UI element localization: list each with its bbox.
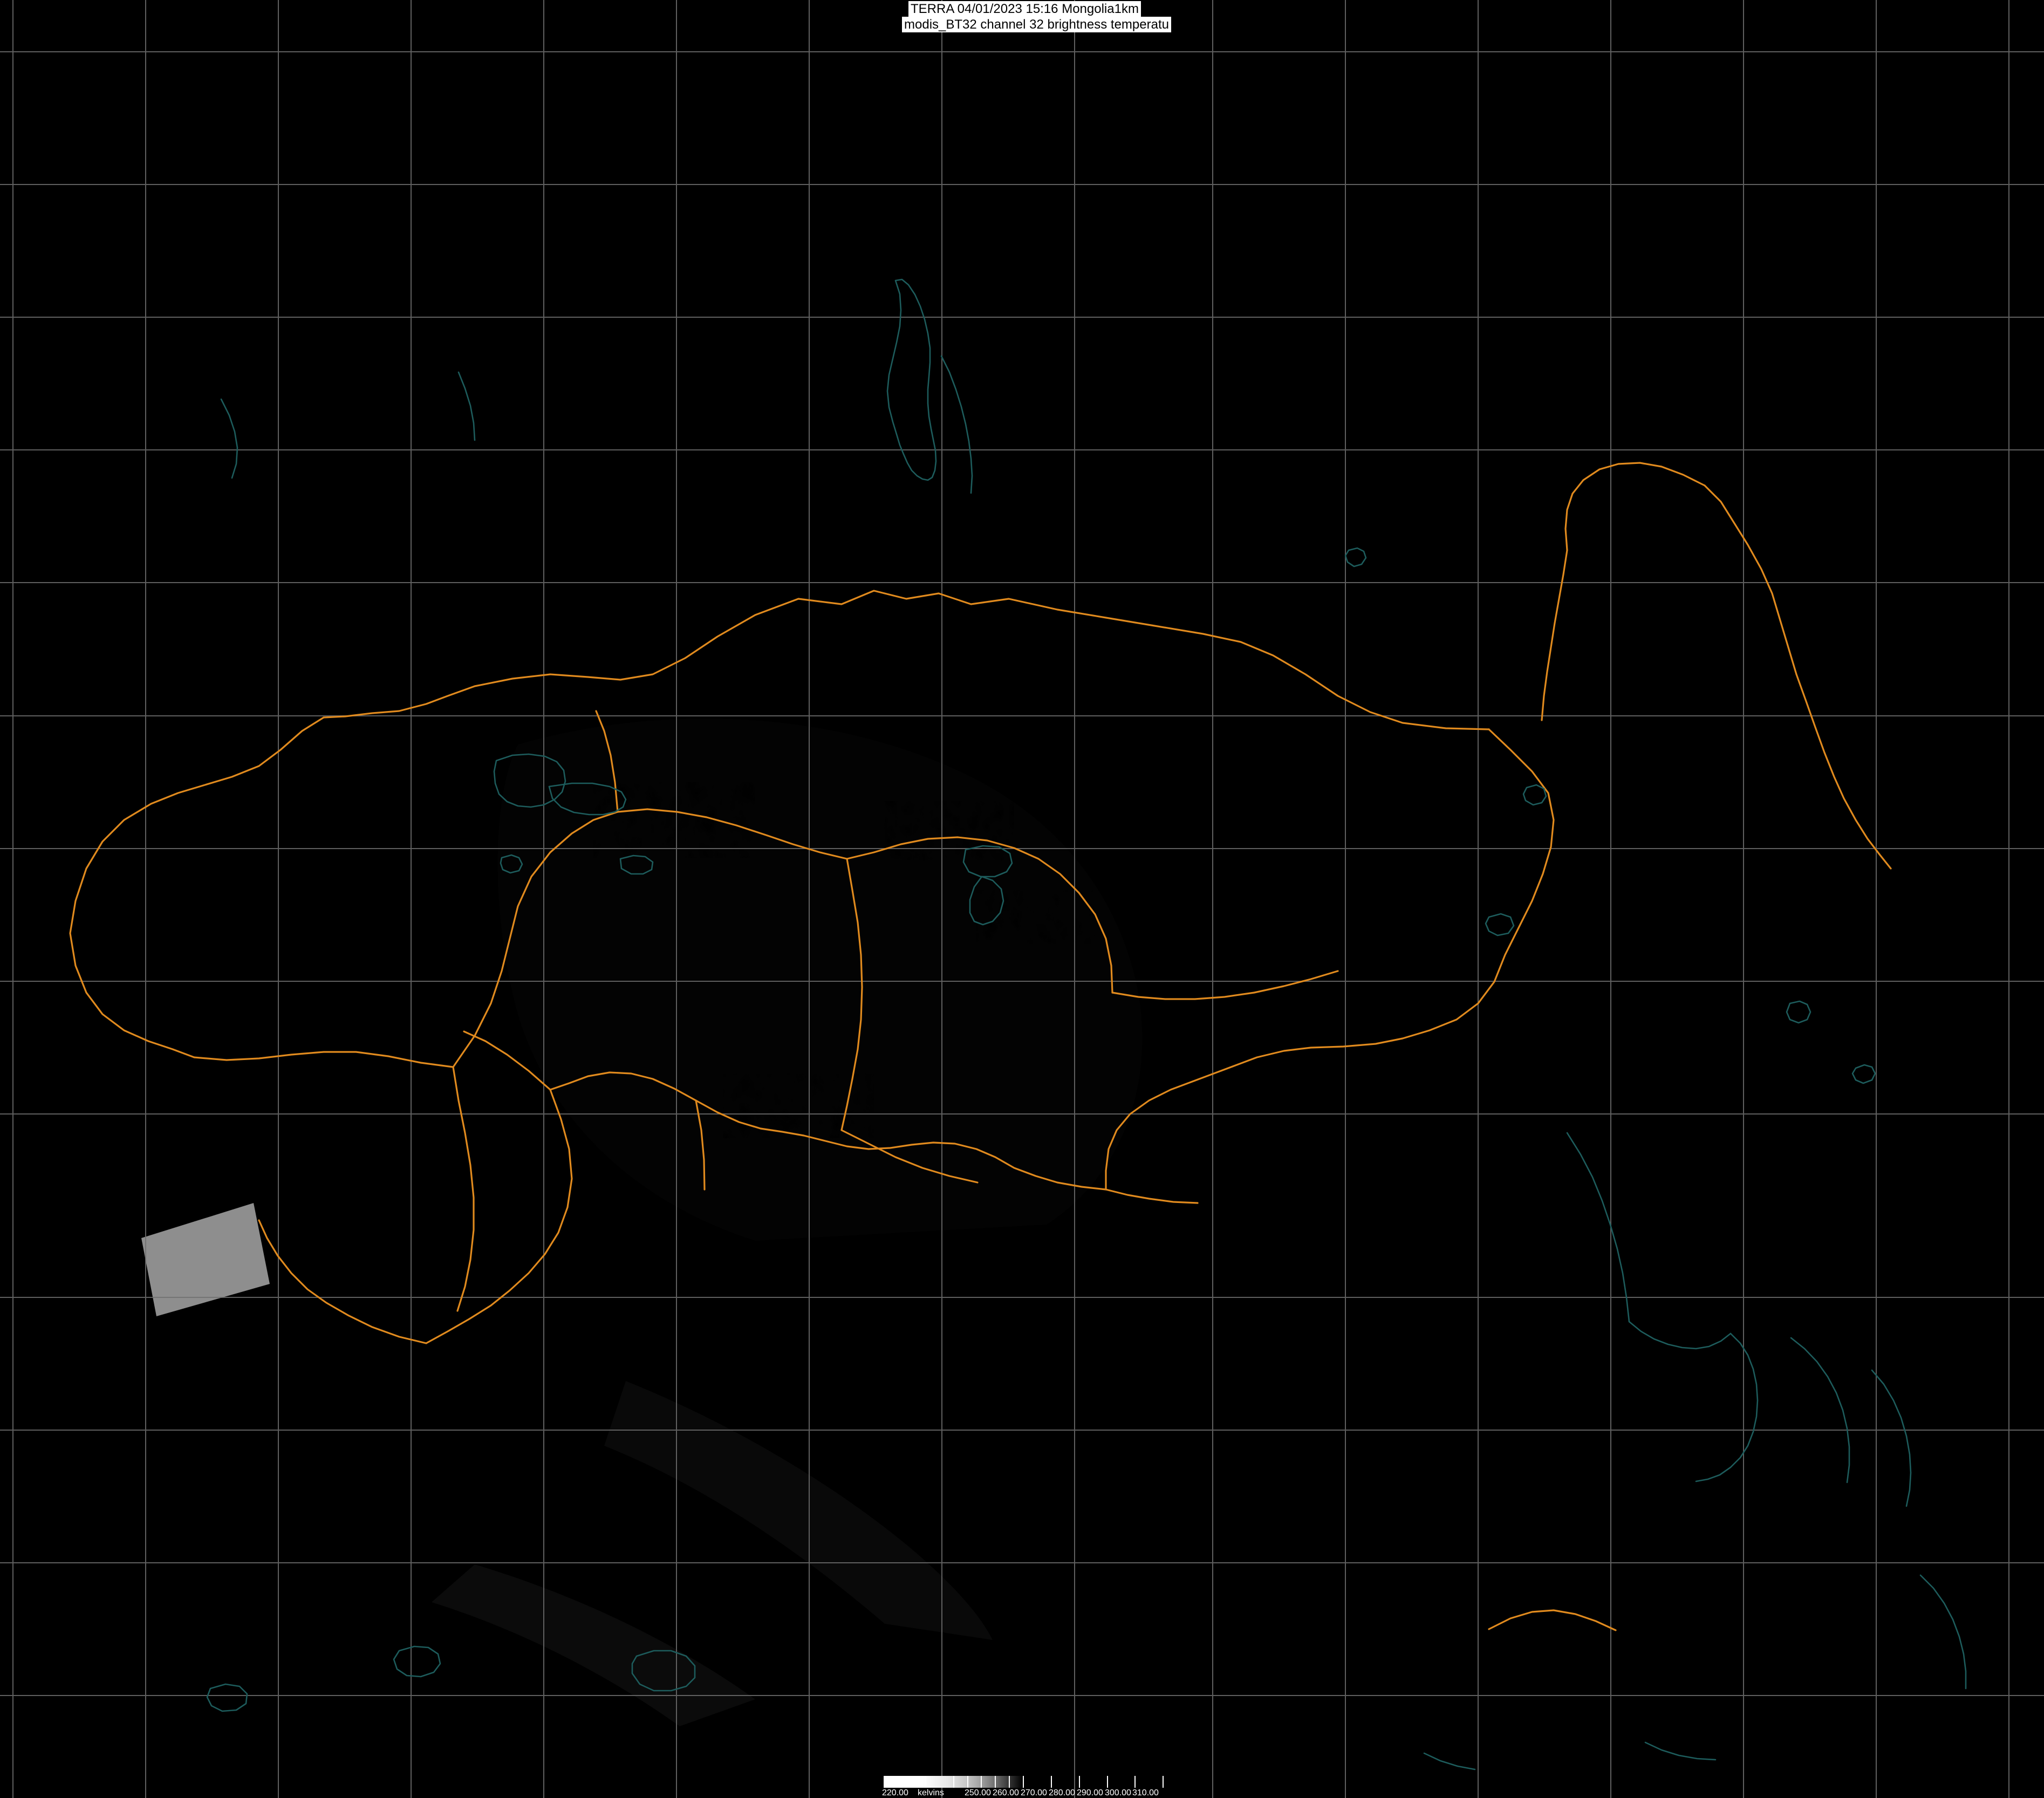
colorbar-label-220: 220.00 bbox=[882, 1788, 908, 1797]
colorbar-tick-220 bbox=[884, 1776, 885, 1788]
colorbar-label-250: 250.00 bbox=[965, 1788, 991, 1797]
colorbar-label-290: 290.00 bbox=[1077, 1788, 1103, 1797]
title-line-product-description: modis_BT32 channel 32 brightness tempera… bbox=[902, 17, 1171, 32]
colorbar-tick-320 bbox=[1163, 1776, 1164, 1788]
colorbar-label-270: 270.00 bbox=[1021, 1788, 1047, 1797]
colorbar-label-260: 260.00 bbox=[993, 1788, 1019, 1797]
image-title-annotation: TERRA 04/01/2023 15:16 Mongolia1km modis… bbox=[902, 1, 1171, 32]
colorbar-units-label: kelvins bbox=[918, 1788, 944, 1797]
colorbar-label-300: 300.00 bbox=[1105, 1788, 1131, 1797]
colorbar-tick-310 bbox=[1134, 1776, 1136, 1788]
colorbar-tick-250 bbox=[967, 1776, 968, 1788]
colorbar-separator bbox=[1009, 1776, 1010, 1788]
colorbar-separator bbox=[925, 1776, 926, 1788]
title-line-satellite-datetime: TERRA 04/01/2023 15:16 Mongolia1km bbox=[908, 1, 1141, 17]
colorbar-separator bbox=[981, 1776, 982, 1788]
colorbar: 220.00 kelvins 250.00 260.00 270.00 280.… bbox=[882, 1774, 1441, 1798]
colorbar-tick-280 bbox=[1051, 1776, 1052, 1788]
colorbar-separator bbox=[953, 1776, 954, 1788]
colorbar-label-280: 280.00 bbox=[1049, 1788, 1075, 1797]
colorbar-tick-260 bbox=[995, 1776, 996, 1788]
colorbar-tick-270 bbox=[1023, 1776, 1024, 1788]
colorbar-tick-290 bbox=[1079, 1776, 1080, 1788]
colorbar-tick-300 bbox=[1107, 1776, 1108, 1788]
colorbar-label-310: 310.00 bbox=[1132, 1788, 1159, 1797]
